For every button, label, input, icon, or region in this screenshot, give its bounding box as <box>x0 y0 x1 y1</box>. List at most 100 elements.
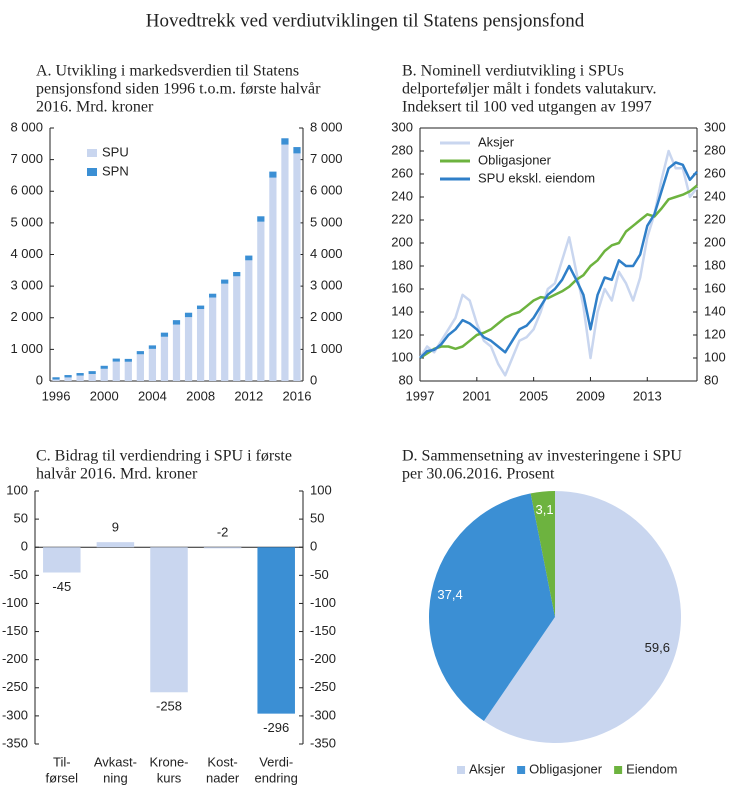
y-tick-label: -50 <box>9 567 28 582</box>
chart-title: delporteføljer målt i fondets valutakurv… <box>402 81 656 98</box>
y-tick-label: -150 <box>2 623 28 638</box>
chart-title: D. Sammensetning av investeringene i SPU <box>402 448 682 465</box>
chart-title: Indeksert til 100 ved utgangen av 1997 <box>402 99 652 116</box>
y2-tick-label: 300 <box>704 119 726 134</box>
bar <box>124 358 132 362</box>
legend-label: SPU <box>102 144 129 159</box>
figure-title: Hovedtrekk ved verdiutviklingen til Stat… <box>146 10 585 31</box>
chart-title: 2016. Mrd. kroner <box>36 99 154 116</box>
x-tick-label: ning <box>103 770 128 785</box>
value-label: 3,1 <box>536 502 554 517</box>
y-tick-label: 280 <box>391 142 413 157</box>
y-tick-label: -100 <box>2 595 28 610</box>
x-tick-label: 2008 <box>186 388 215 403</box>
y-tick-label: -250 <box>2 679 28 694</box>
y-tick-label: 8 000 <box>10 119 43 134</box>
y-tick-label: 3 000 <box>10 278 43 293</box>
legend-swatch <box>87 149 97 157</box>
x-tick-label: 2001 <box>462 388 491 403</box>
bar <box>269 171 277 178</box>
bar <box>233 276 241 381</box>
x-tick-label: 2004 <box>138 388 167 403</box>
bar <box>96 542 135 548</box>
bar <box>221 279 229 284</box>
bar <box>196 309 205 381</box>
bar <box>76 375 84 381</box>
y2-tick-label: 6 000 <box>310 183 343 198</box>
y2-tick-label: 5 000 <box>310 214 343 229</box>
legend-swatch <box>614 766 623 774</box>
y-tick-label: 50 <box>14 511 28 526</box>
y2-tick-label: -350 <box>310 735 336 750</box>
y-tick-label: 240 <box>391 188 413 203</box>
bar <box>257 547 295 714</box>
bar <box>64 375 72 378</box>
x-tick-label: Verdi- <box>259 754 293 769</box>
y-tick-label: 5 000 <box>10 214 43 229</box>
bar <box>100 365 108 369</box>
y-tick-label: -350 <box>2 735 28 750</box>
legend-label: SPU ekskl. eiendom <box>478 170 595 185</box>
bar <box>88 373 96 381</box>
y2-tick-label: 3 000 <box>310 278 343 293</box>
y-tick-label: 300 <box>391 119 413 134</box>
bar <box>203 547 242 549</box>
x-tick-label: førsel <box>46 770 79 785</box>
bar <box>136 354 144 381</box>
chart-title: per 30.06.2016. Prosent <box>402 466 555 483</box>
value-label: -45 <box>52 579 71 594</box>
y2-tick-label: -150 <box>310 623 336 638</box>
y2-tick-label: 140 <box>704 303 726 318</box>
value-label: 37,4 <box>437 587 462 602</box>
y2-tick-label: 220 <box>704 211 726 226</box>
bar <box>136 351 144 355</box>
y-tick-label: 200 <box>391 234 413 249</box>
value-label: -296 <box>263 720 289 735</box>
y2-tick-label: 80 <box>704 372 718 387</box>
pie-slice <box>530 491 555 617</box>
y2-tick-label: 50 <box>310 511 324 526</box>
chart-title: B. Nominell verdiutvikling i SPUs <box>402 63 624 80</box>
bar <box>269 177 277 381</box>
bar <box>184 312 193 318</box>
y2-tick-label: 240 <box>704 188 726 203</box>
y2-tick-label: -50 <box>310 567 329 582</box>
y-tick-label: 120 <box>391 326 413 341</box>
bar <box>221 283 229 381</box>
y-tick-label: 7 000 <box>10 151 43 166</box>
bar <box>293 147 301 154</box>
x-tick-label: 2013 <box>633 388 662 403</box>
y-tick-label: 100 <box>6 482 28 497</box>
x-tick-label: Kost- <box>207 754 237 769</box>
y-tick-label: 4 000 <box>10 246 43 261</box>
legend-label: Obligasjoner <box>478 152 552 167</box>
bar <box>281 138 289 145</box>
x-tick-label: 2009 <box>576 388 605 403</box>
bar <box>150 547 188 693</box>
chart-title: C. Bidrag til verdiendring i SPU i først… <box>36 448 292 465</box>
chart-title: halvår 2016. Mrd. kroner <box>36 466 198 483</box>
value-label: 59,6 <box>645 640 670 655</box>
y2-tick-label: 280 <box>704 142 726 157</box>
y-tick-label: 260 <box>391 165 413 180</box>
bar <box>257 221 265 381</box>
y2-tick-label: 160 <box>704 280 726 295</box>
bar <box>245 255 253 261</box>
y2-tick-label: -200 <box>310 651 336 666</box>
bar <box>100 368 108 381</box>
bar <box>160 336 169 381</box>
y2-tick-label: 1 000 <box>310 341 343 356</box>
bar <box>148 345 157 349</box>
bar <box>233 271 241 277</box>
y-tick-label: 160 <box>391 280 413 295</box>
bar <box>112 358 120 362</box>
bar <box>52 377 60 380</box>
y2-tick-label: 0 <box>310 539 317 554</box>
y-tick-label: 1 000 <box>10 341 43 356</box>
y2-tick-label: -300 <box>310 707 336 722</box>
x-tick-label: 2012 <box>234 388 263 403</box>
y2-tick-label: 100 <box>310 482 332 497</box>
bar <box>43 547 81 573</box>
x-tick-label: 2005 <box>519 388 548 403</box>
